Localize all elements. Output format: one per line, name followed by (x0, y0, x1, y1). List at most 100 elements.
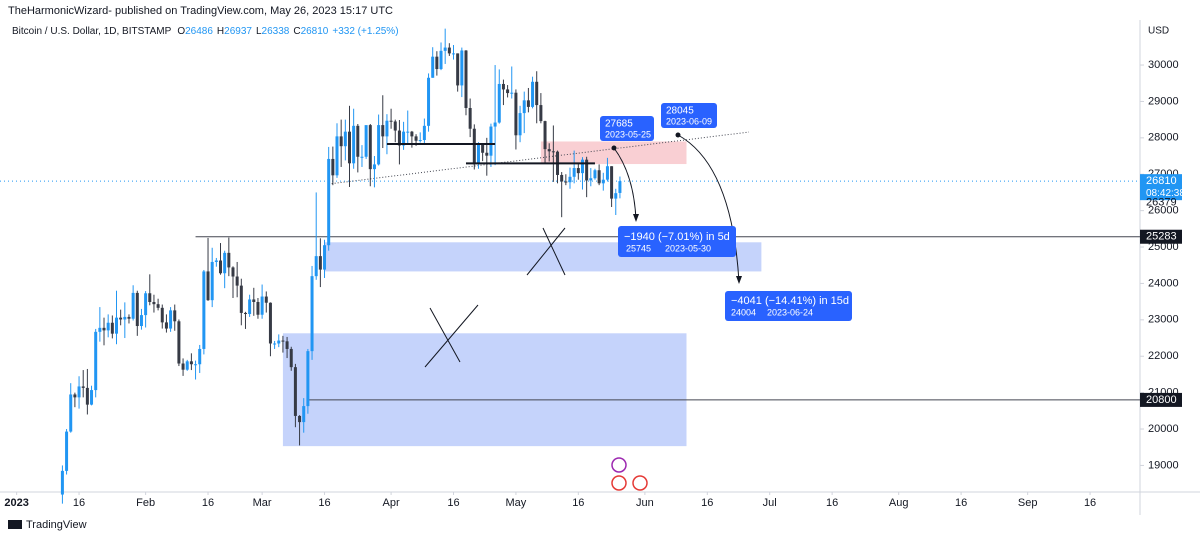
candle-body (239, 285, 243, 313)
candle-body (314, 256, 318, 277)
y-tick-label: 26000 (1148, 205, 1179, 217)
x-tick-label: 16 (1084, 497, 1096, 509)
candle-body (69, 394, 73, 432)
quote-value: 26338 (262, 26, 290, 37)
chart-title: TheHarmonicWizard- published on TradingV… (8, 5, 393, 17)
candle-body (289, 348, 293, 368)
measure-text: −4041 (−14.41%) in 15d (731, 295, 849, 307)
measure-price: 24004 (731, 307, 756, 317)
point-date: 2023-06-09 (666, 116, 712, 126)
candle-body (285, 341, 289, 349)
candle-body (110, 322, 114, 334)
candle-body (614, 193, 618, 199)
candle-body (65, 431, 69, 471)
candle-body (114, 317, 118, 334)
candle-body (601, 179, 605, 184)
event-icon[interactable] (632, 475, 648, 491)
candle-body (435, 56, 439, 70)
candle-body (618, 181, 622, 193)
candle-body (189, 361, 193, 365)
candle-body (439, 50, 443, 70)
candle-body (564, 181, 568, 183)
candle-body (156, 304, 160, 308)
symbol: Bitcoin / U.S. Dollar, 1D, BITSTAMP (12, 26, 172, 37)
candle-body (148, 293, 152, 302)
x-tick-label: Sep (1018, 497, 1038, 509)
y-tick-label: 20000 (1148, 423, 1179, 435)
candle-body (356, 125, 360, 157)
quote-key: C (293, 26, 300, 37)
candle-body (427, 77, 431, 126)
candle-body (572, 168, 576, 177)
candle-body (406, 131, 410, 133)
candle-body (94, 331, 98, 391)
candle-body (248, 299, 252, 315)
candle-body (377, 125, 381, 165)
measure-box (618, 226, 736, 257)
x-tick-label: Jul (763, 497, 777, 509)
marker-price-label: 26379 (1146, 197, 1177, 209)
candle-body (227, 252, 231, 268)
candle-body (160, 307, 164, 323)
x-tick-label: 16 (447, 497, 459, 509)
candle-body (139, 315, 143, 327)
x-tick-label: 16 (701, 497, 713, 509)
candle-body (302, 406, 306, 423)
candle-body (293, 367, 297, 416)
arrow (677, 134, 740, 283)
candle-body (268, 302, 272, 344)
candle-body (372, 164, 376, 170)
candle-body (364, 125, 368, 157)
y-tick-label: 28000 (1148, 132, 1179, 144)
candle-body (468, 107, 472, 129)
candle-body (210, 261, 214, 301)
cross (424, 304, 479, 368)
candle-body (260, 296, 264, 315)
arrow-head (736, 276, 742, 284)
last-price-tag (1140, 174, 1182, 201)
candle-body (318, 256, 322, 270)
candle-body (273, 343, 277, 345)
candle-body (402, 131, 406, 146)
event-icon[interactable] (611, 475, 627, 491)
candle-body (77, 386, 81, 398)
candle-body (85, 387, 89, 405)
candle-body (277, 340, 281, 344)
candle-body (476, 144, 480, 165)
price-tag-label: 25283 (1146, 231, 1177, 243)
x-tick-label: 16 (572, 497, 584, 509)
candle-body (119, 317, 123, 320)
price-tag (1140, 392, 1182, 407)
candle-body (214, 260, 218, 262)
candle-body (90, 390, 94, 405)
candle-body (489, 126, 493, 156)
anchor (675, 132, 681, 138)
zone (282, 333, 687, 447)
measure-box (725, 291, 852, 321)
candle-body (497, 83, 501, 123)
candle-body (597, 170, 601, 184)
candle-body (447, 47, 451, 54)
cross (526, 227, 566, 276)
candle-body (456, 53, 460, 86)
candle-body (551, 151, 555, 153)
candle-body (389, 120, 393, 122)
candle-body (327, 158, 331, 246)
candle-body (169, 310, 173, 329)
x-tick-label: 16 (955, 497, 967, 509)
x-tick-label: 16 (73, 497, 85, 509)
candle-body (452, 53, 456, 55)
event-icon[interactable] (611, 457, 627, 473)
candle-body (177, 321, 181, 364)
candle-body (464, 50, 468, 108)
candle-body (485, 152, 489, 156)
candle-body (393, 121, 397, 131)
candle-body (535, 81, 539, 106)
point-price: 28045 (666, 106, 694, 117)
candle-body (568, 176, 572, 183)
candle-body (323, 245, 327, 270)
candle-body (385, 120, 389, 137)
candle-body (331, 158, 335, 176)
candle-body (219, 260, 223, 274)
